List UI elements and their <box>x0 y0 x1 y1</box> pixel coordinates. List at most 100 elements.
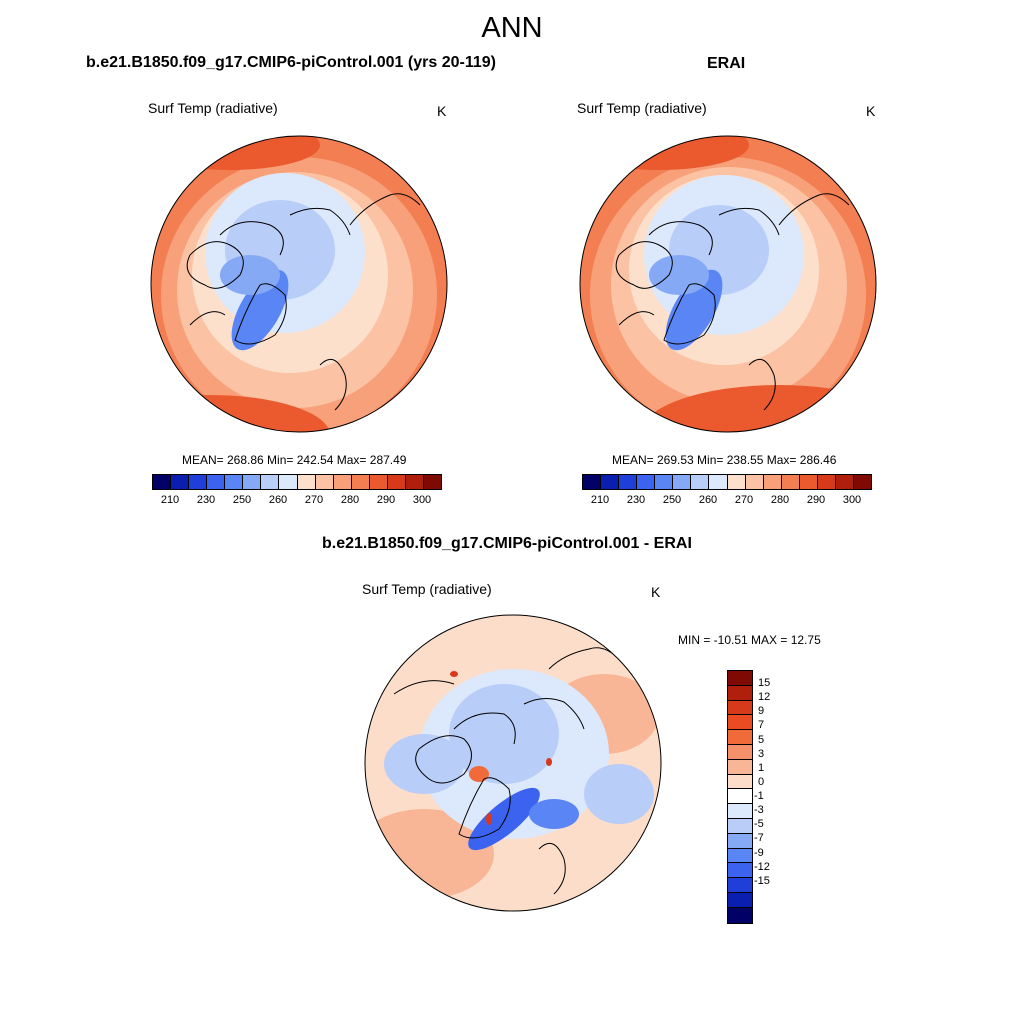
colorbar-swatch <box>728 789 752 805</box>
colorbar-swatch <box>171 475 190 489</box>
colorbar-tick-label: 3 <box>758 747 765 760</box>
panel3-polar-map <box>364 614 662 912</box>
panel3-variable-label: Surf Temp (radiative) <box>362 581 492 597</box>
colorbar-swatch <box>583 475 602 489</box>
colorbar-tick-label: 1 <box>758 761 765 774</box>
colorbar-tick-label: 300 <box>412 494 432 506</box>
colorbar-swatch <box>709 475 728 489</box>
colorbar-swatch <box>207 475 226 489</box>
panel3-units-label: K <box>651 584 661 600</box>
colorbar-swatch <box>728 878 752 893</box>
colorbar-tick-label: 260 <box>698 494 718 506</box>
colorbar-swatch <box>728 818 752 834</box>
colorbar-tick-label: 260 <box>268 494 288 506</box>
colorbar-swatch <box>189 475 208 489</box>
panel3-colorbar-ticks: 15 12 9 7 5 3 1 0 -1 -3 -5 -7 -9 -12 -15 <box>754 670 798 910</box>
colorbar-tick-label: 250 <box>662 494 682 506</box>
colorbar-tick-label: -1 <box>754 790 764 803</box>
colorbar-swatch <box>261 475 280 489</box>
colorbar-tick-label: 7 <box>758 719 765 732</box>
colorbar-swatch <box>835 475 854 489</box>
colorbar-swatch <box>799 475 818 489</box>
colorbar-tick-label: 290 <box>806 494 826 506</box>
colorbar-swatch <box>225 475 244 489</box>
panel1-stats: MEAN= 268.86 Min= 242.54 Max= 287.49 <box>182 453 407 467</box>
colorbar-swatch <box>728 863 752 879</box>
colorbar-tick-label: 15 <box>758 677 771 690</box>
colorbar-swatch <box>387 475 406 489</box>
colorbar-swatch <box>728 804 752 819</box>
colorbar-tick-label: -9 <box>754 846 764 859</box>
colorbar-swatch <box>243 475 262 489</box>
colorbar-swatch <box>745 475 764 489</box>
panel2-units-label: K <box>866 103 876 119</box>
colorbar-tick-label: 300 <box>842 494 862 506</box>
colorbar-swatch <box>655 475 674 489</box>
colorbar-tick-label: -5 <box>754 818 764 831</box>
colorbar-tick-label: 5 <box>758 733 765 746</box>
colorbar-swatch <box>728 744 752 760</box>
colorbar-swatch <box>728 774 752 790</box>
panel1-title: b.e21.B1850.f09_g17.CMIP6-piControl.001 … <box>86 54 496 71</box>
colorbar-swatch <box>728 833 752 849</box>
main-title: ANN <box>481 12 543 44</box>
panel3-colorbar <box>727 670 753 924</box>
colorbar-swatch <box>728 892 752 908</box>
colorbar-swatch <box>315 475 334 489</box>
colorbar-swatch <box>637 475 656 489</box>
colorbar-swatch <box>279 475 298 489</box>
colorbar-swatch <box>673 475 692 489</box>
colorbar-tick-label: 290 <box>376 494 396 506</box>
colorbar-tick-label: 280 <box>770 494 790 506</box>
panel2-colorbar-ticks: 210 230 250 260 270 280 290 300 <box>582 494 870 508</box>
panel3-stats: MIN = -10.51 MAX = 12.75 <box>678 633 821 647</box>
panel1-polar-map <box>150 135 448 433</box>
panel1-variable-label: Surf Temp (radiative) <box>148 100 278 116</box>
colorbar-tick-label: -7 <box>754 832 764 845</box>
colorbar-swatch <box>297 475 316 489</box>
colorbar-swatch <box>728 700 752 716</box>
colorbar-tick-label: 0 <box>758 775 765 788</box>
colorbar-swatch <box>728 730 752 745</box>
colorbar-swatch <box>817 475 836 489</box>
colorbar-swatch <box>728 759 752 775</box>
panel1-units-label: K <box>437 103 447 119</box>
colorbar-tick-label: -12 <box>754 860 770 873</box>
colorbar-tick-label: -3 <box>754 804 764 817</box>
colorbar-tick-label: 210 <box>590 494 610 506</box>
colorbar-tick-label: 280 <box>340 494 360 506</box>
colorbar-tick-label: -15 <box>754 874 770 887</box>
colorbar-swatch <box>853 475 871 489</box>
colorbar-tick-label: 210 <box>160 494 180 506</box>
colorbar-swatch <box>728 848 752 864</box>
colorbar-swatch <box>691 475 710 489</box>
colorbar-swatch <box>369 475 388 489</box>
colorbar-swatch <box>423 475 441 489</box>
colorbar-swatch <box>728 715 752 731</box>
colorbar-swatch <box>728 685 752 701</box>
colorbar-tick-label: 270 <box>734 494 754 506</box>
colorbar-swatch <box>727 475 746 489</box>
colorbar-swatch <box>351 475 370 489</box>
colorbar-swatch <box>153 475 172 489</box>
panel2-title: ERAI <box>707 55 746 72</box>
colorbar-tick-label: 12 <box>758 691 771 704</box>
colorbar-tick-label: 270 <box>304 494 324 506</box>
panel1-colorbar-ticks: 210 230 250 260 270 280 290 300 <box>152 494 440 508</box>
colorbar-swatch <box>405 475 424 489</box>
colorbar-tick-label: 230 <box>196 494 216 506</box>
colorbar-swatch <box>728 907 752 923</box>
colorbar-swatch <box>619 475 638 489</box>
panel2-colorbar <box>582 474 872 490</box>
panel3-title: b.e21.B1850.f09_g17.CMIP6-piControl.001 … <box>322 535 692 552</box>
panel2-polar-map <box>579 135 877 433</box>
colorbar-swatch <box>333 475 352 489</box>
colorbar-tick-label: 9 <box>758 705 765 718</box>
panel2-variable-label: Surf Temp (radiative) <box>577 100 707 116</box>
colorbar-swatch <box>601 475 620 489</box>
colorbar-tick-label: 250 <box>232 494 252 506</box>
panel2-stats: MEAN= 269.53 Min= 238.55 Max= 286.46 <box>612 453 837 467</box>
colorbar-swatch <box>781 475 800 489</box>
colorbar-swatch <box>728 671 752 686</box>
panel1-colorbar <box>152 474 442 490</box>
